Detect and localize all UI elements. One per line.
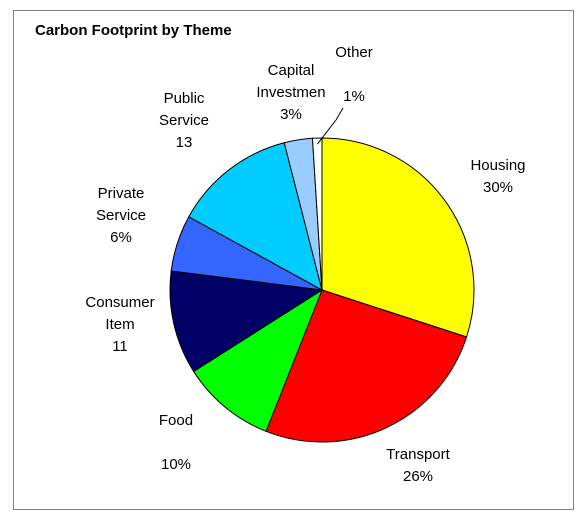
- pie-label-private-service-line-2: 6%: [110, 229, 132, 246]
- pie-label-capital-investment-line-2: 3%: [280, 106, 302, 123]
- chart-title: Carbon Footprint by Theme: [35, 22, 232, 39]
- pie-label-capital-investment-line-1: Investmen: [256, 84, 325, 101]
- pie-label-other-line-2: 1%: [343, 88, 365, 105]
- pie-label-private-service-line-0: Private: [98, 185, 145, 202]
- pie-label-consumer-item-line-0: Consumer: [85, 294, 154, 311]
- pie-slice-public-service: [188, 142, 323, 291]
- pie-label-transport-line-0: Transport: [386, 446, 450, 463]
- pie-slice-food: [192, 288, 324, 432]
- pie-label-housing-line-0: Housing: [470, 157, 525, 174]
- pie-label-other-line-0: Other: [335, 44, 373, 61]
- pie-label-private-service-line-1: Service: [96, 207, 146, 224]
- pie-label-transport-line-1: 26%: [403, 468, 433, 485]
- pie-label-public-service-line-0: Public: [164, 90, 205, 107]
- leader-line-other: [317, 107, 344, 145]
- pie-label-consumer-item-line-2: 11: [112, 338, 128, 355]
- pie-slice-transport: [265, 289, 468, 443]
- pie-slice-consumer-item: [169, 270, 324, 373]
- pie-label-public-service-line-1: Service: [159, 112, 209, 129]
- pie-label-public-service-line-2: 13: [176, 134, 193, 151]
- pie-label-consumer-item-line-1: Item: [105, 316, 134, 333]
- pie-label-capital-investment-line-0: Capital: [268, 62, 315, 79]
- pie-label-food-line-0: Food: [159, 412, 193, 429]
- pie-slice-housing: [321, 137, 475, 338]
- pie-label-housing-line-1: 30%: [483, 179, 513, 196]
- pie-label-food-line-2: 10%: [161, 456, 191, 473]
